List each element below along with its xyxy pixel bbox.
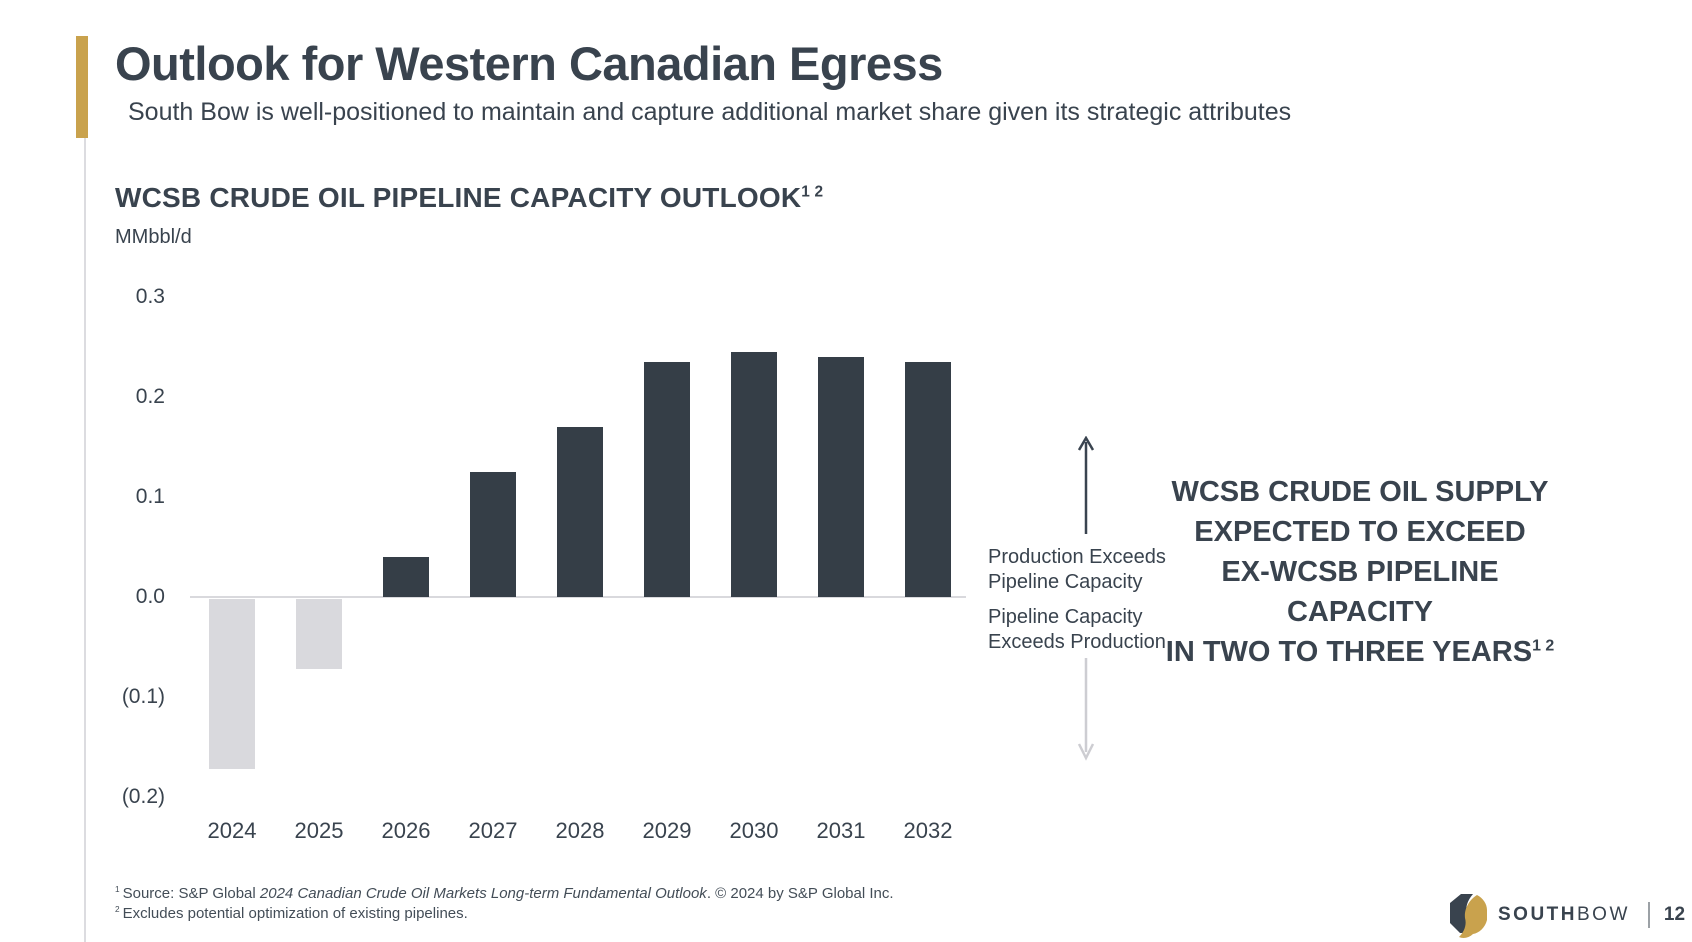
down-arrow-icon	[1077, 658, 1095, 761]
bar-2032	[905, 362, 951, 597]
brand-name-bow: BOW	[1577, 904, 1630, 925]
bar-2029	[644, 362, 690, 597]
x-axis-tick-label: 2030	[729, 818, 779, 843]
footnote-1-pre: Source: S&P Global	[122, 885, 260, 902]
annotation-line: Pipeline Capacity	[988, 571, 1143, 593]
chart-title-text: WCSB CRUDE OIL PIPELINE CAPACITY OUTLOOK	[115, 182, 802, 213]
key-message-line: WCSB CRUDE OIL SUPPLY	[1171, 476, 1549, 508]
y-axis-tick-label: 0.3	[135, 285, 165, 308]
x-axis-tick-label: 2024	[207, 818, 257, 843]
key-message-line-text: IN TWO TO THREE YEARS	[1165, 636, 1533, 668]
x-axis-line	[190, 596, 966, 598]
brand-footer: SOUTHBOW 12	[1448, 893, 1686, 938]
bar-2031	[818, 357, 864, 597]
chart-title-footnote-ref: 1 2	[801, 183, 824, 201]
key-message-line: IN TWO TO THREE YEARS1 2	[1150, 632, 1570, 672]
bar-2030	[731, 352, 777, 597]
bar-chart: 0.3 0.2 0.1 0.0 (0.1) (0.2) 2024 2025 2026 2027 20…	[120, 270, 990, 850]
footnote-2-text: Excludes potential optimization of exist…	[122, 905, 468, 922]
key-message-line: EXPECTED TO EXCEED	[1194, 516, 1526, 548]
page-title: Outlook for Western Canadian Egress	[115, 37, 943, 90]
up-arrow-icon	[1077, 436, 1095, 534]
x-axis-tick-label: 2027	[468, 818, 518, 843]
annotation-line: Pipeline Capacity	[988, 606, 1143, 628]
y-axis-tick-label: 0.1	[135, 485, 165, 508]
key-message-footnote-ref: 1 2	[1532, 637, 1555, 655]
annotation-production-exceeds: Production Exceeds Pipeline Capacity	[988, 545, 1166, 595]
footnote-1-source-title: 2024 Canadian Crude Oil Markets Long-ter…	[259, 885, 707, 902]
bar-2026	[383, 557, 429, 597]
chart-title: WCSB CRUDE OIL PIPELINE CAPACITY OUTLOOK…	[115, 182, 823, 214]
x-axis-tick-label: 2032	[903, 818, 953, 843]
x-axis-tick-label: 2031	[816, 818, 866, 843]
accent-bar	[76, 36, 88, 138]
page-subtitle: South Bow is well-positioned to maintain…	[128, 98, 1292, 126]
page-number: 12	[1663, 904, 1686, 925]
bar-2027	[470, 472, 516, 597]
page-number-divider	[1647, 902, 1650, 928]
bar-2024	[209, 599, 255, 769]
chart-unit-label: MMbbl/d	[115, 226, 192, 248]
vertical-divider	[84, 138, 86, 942]
annotation-capacity-exceeds: Pipeline Capacity Exceeds Production	[988, 605, 1166, 655]
footnote-2-marker: 2	[115, 905, 120, 914]
footnote-1: 1 Source: S&P Global 2024 Canadian Crude …	[115, 885, 894, 902]
bar-2025	[296, 599, 342, 669]
southbow-logo-icon	[1450, 894, 1487, 938]
y-axis-tick-label: 0.0	[135, 585, 165, 608]
x-axis-tick-label: 2026	[381, 818, 431, 843]
y-axis-tick-label: (0.2)	[121, 785, 165, 808]
y-axis-tick-label: 0.2	[135, 385, 165, 408]
x-axis-tick-label: 2025	[294, 818, 344, 843]
brand-name-south: SOUTH	[1498, 904, 1577, 925]
annotation-line: Exceeds Production	[988, 631, 1166, 653]
y-axis-tick-label: (0.1)	[121, 685, 165, 708]
footnote-1-marker: 1	[115, 885, 120, 894]
brand-name: SOUTHBOW	[1498, 904, 1630, 926]
annotation-line: Production Exceeds	[988, 546, 1166, 568]
bar-2028	[557, 427, 603, 597]
footnote-1-post: . © 2024 by S&P Global Inc.	[706, 885, 894, 902]
x-axis-tick-label: 2029	[642, 818, 692, 843]
footnote-2: 2 Excludes potential optimization of exis…	[115, 905, 468, 922]
key-message: WCSB CRUDE OIL SUPPLY EXPECTED TO EXCEED…	[1150, 472, 1570, 672]
key-message-line: EX-WCSB PIPELINE CAPACITY	[1221, 556, 1499, 628]
x-axis-tick-label: 2028	[555, 818, 605, 843]
